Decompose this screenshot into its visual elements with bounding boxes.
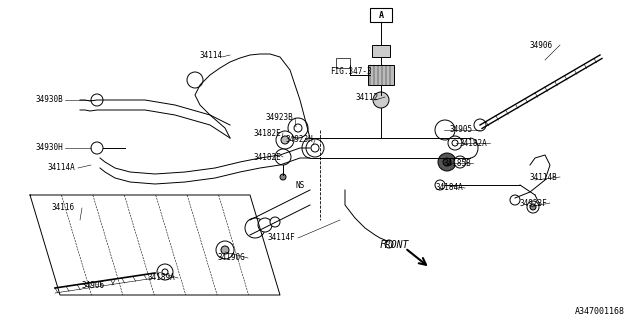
Circle shape — [91, 94, 103, 106]
Circle shape — [510, 195, 520, 205]
Text: 34114A: 34114A — [48, 164, 76, 172]
Circle shape — [294, 124, 302, 132]
Bar — [368, 65, 394, 85]
Text: 34114F: 34114F — [268, 234, 296, 243]
Circle shape — [373, 92, 389, 108]
Text: 34184A: 34184A — [435, 183, 463, 193]
Circle shape — [281, 136, 289, 144]
Text: 34906: 34906 — [530, 41, 553, 50]
Circle shape — [280, 174, 286, 180]
Text: A: A — [378, 11, 383, 20]
Text: 34923F: 34923F — [520, 198, 548, 207]
Text: 34190G: 34190G — [218, 253, 246, 262]
Circle shape — [162, 269, 168, 275]
Circle shape — [157, 264, 173, 280]
Text: 34112: 34112 — [355, 92, 378, 101]
Text: FRONT: FRONT — [380, 240, 410, 250]
Circle shape — [443, 158, 451, 166]
Circle shape — [216, 241, 234, 259]
Circle shape — [385, 240, 393, 248]
Circle shape — [452, 140, 458, 146]
Bar — [370, 8, 392, 22]
Circle shape — [311, 144, 319, 152]
Circle shape — [275, 149, 291, 165]
Circle shape — [270, 217, 280, 227]
Circle shape — [454, 156, 466, 168]
Circle shape — [530, 204, 536, 210]
Text: 34930B: 34930B — [35, 95, 63, 105]
Text: 34930H: 34930H — [35, 143, 63, 153]
Circle shape — [288, 118, 308, 138]
Circle shape — [245, 218, 265, 238]
Circle shape — [258, 218, 272, 232]
Text: 34182E: 34182E — [253, 153, 281, 162]
Bar — [372, 45, 390, 57]
Text: A347001168: A347001168 — [575, 308, 625, 316]
Text: 34114B: 34114B — [530, 172, 557, 181]
Text: 34114: 34114 — [200, 51, 223, 60]
Circle shape — [438, 153, 456, 171]
Text: FIG.347-3: FIG.347-3 — [330, 68, 372, 76]
Text: 34905: 34905 — [450, 125, 473, 134]
Circle shape — [527, 201, 539, 213]
Text: 34923H: 34923H — [285, 135, 313, 145]
Text: 34182A: 34182A — [460, 139, 488, 148]
Text: 34923B: 34923B — [265, 114, 292, 123]
Bar — [336, 58, 350, 68]
Circle shape — [91, 142, 103, 154]
Text: 34116: 34116 — [52, 204, 75, 212]
Text: 34189A: 34189A — [148, 274, 176, 283]
Circle shape — [221, 246, 229, 254]
Circle shape — [306, 139, 324, 157]
Circle shape — [435, 120, 455, 140]
Text: 34906: 34906 — [82, 281, 105, 290]
Circle shape — [474, 119, 486, 131]
Circle shape — [187, 72, 203, 88]
Text: 34182E: 34182E — [253, 129, 281, 138]
Text: NS: NS — [296, 180, 305, 189]
Circle shape — [435, 180, 445, 190]
Text: 34185B: 34185B — [443, 158, 471, 167]
Circle shape — [276, 131, 294, 149]
Circle shape — [448, 136, 462, 150]
